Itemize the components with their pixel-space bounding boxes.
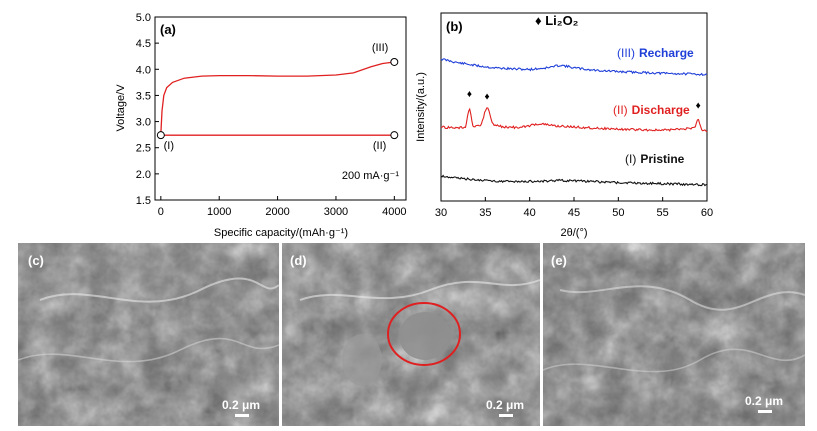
panel-b-ylabel: Intensity/(a.u.) [415, 72, 427, 142]
series-label-discharge: (II) Discharge [613, 103, 690, 117]
a-xtick-label: 3000 [324, 206, 348, 218]
panel-a-ylabel: Voltage/V [115, 84, 127, 132]
panel-b-legend-marker: ♦ Li₂O₂ [535, 13, 579, 28]
sem-image-e: (e) 0.2 μm [542, 243, 806, 426]
li2o2-peak-marker: ♦ [696, 101, 701, 112]
b-xtick-label: 35 [479, 207, 491, 219]
a-state-label: (I) [164, 140, 174, 152]
series-label-pristine: (I) Pristine [625, 152, 685, 166]
b-series-pristine [440, 174, 708, 187]
b-series-discharge [441, 107, 708, 133]
b-xtick-label: 55 [657, 207, 669, 219]
sem-d-scalebar-text: 0.2 μm [486, 398, 524, 412]
highlight-circle [387, 302, 461, 366]
panel-a-frame [154, 16, 407, 201]
sem-d-label: (d) [290, 253, 307, 268]
b-xtick-label: 40 [524, 207, 536, 219]
a-series-charge [160, 61, 395, 135]
a-state-label: (II) [373, 140, 386, 152]
b-series-recharge [440, 58, 708, 76]
sem-e-label: (e) [551, 253, 567, 268]
panel-a-xlabel: Specific capacity/(mAh·g⁻¹) [214, 227, 348, 239]
sem-c-label: (c) [28, 253, 44, 268]
a-ytick-label: 2.5 [136, 143, 151, 155]
a-xtick-label: 0 [158, 206, 164, 218]
a-ytick-label: 2.0 [136, 169, 151, 181]
sem-image-c: (c) 0.2 μm [17, 243, 280, 426]
sem-e-scalebar [758, 410, 772, 413]
a-xtick-label: 2000 [265, 206, 289, 218]
li2o2-peak-marker: ♦ [485, 91, 490, 102]
a-ytick-label: 4.5 [136, 38, 151, 50]
sem-c-scalebar [235, 414, 249, 417]
li2o2-peak-marker: ♦ [467, 89, 472, 100]
b-xtick-label: 60 [701, 207, 713, 219]
a-state-marker [390, 57, 399, 66]
a-ytick-label: 4.0 [136, 64, 151, 76]
panel-b-xrd: (b) ♦ Li₂O₂ 30 35 40 45 50 55 60 2θ/(°) Intens… [415, 12, 713, 239]
a-ytick-label: 3.5 [136, 90, 151, 102]
a-state-marker [156, 131, 165, 140]
a-state-label: (III) [372, 42, 389, 54]
sem-d-scalebar [499, 414, 513, 417]
panel-a-voltage-profile: (a) 1.5 2.0 2.5 3.0 3.5 4.0 4.5 5.0 0 1000 2000 30… [115, 12, 407, 239]
panel-b-label: (b) [446, 19, 463, 34]
a-ytick-label: 3.0 [136, 117, 151, 129]
b-xtick-label: 50 [612, 207, 624, 219]
a-xtick-label: 4000 [382, 206, 406, 218]
a-xtick-label: 1000 [207, 206, 231, 218]
a-ytick-label: 1.5 [136, 195, 151, 207]
sem-e-scalebar-text: 0.2 μm [745, 394, 783, 408]
b-xtick-label: 45 [568, 207, 580, 219]
b-xtick-label: 30 [435, 207, 447, 219]
panel-b-xlabel: 2θ/(°) [560, 227, 587, 239]
panel-a-current-density: 200 mA·g⁻¹ [342, 170, 399, 182]
panel-a-label: (a) [160, 22, 176, 37]
sem-c-scalebar-text: 0.2 μm [222, 398, 260, 412]
a-ytick-label: 5.0 [136, 12, 151, 24]
sem-image-d: (d) 0.2 μm [282, 243, 541, 426]
a-state-marker [390, 131, 399, 140]
series-label-recharge: (III) Recharge [617, 46, 694, 60]
